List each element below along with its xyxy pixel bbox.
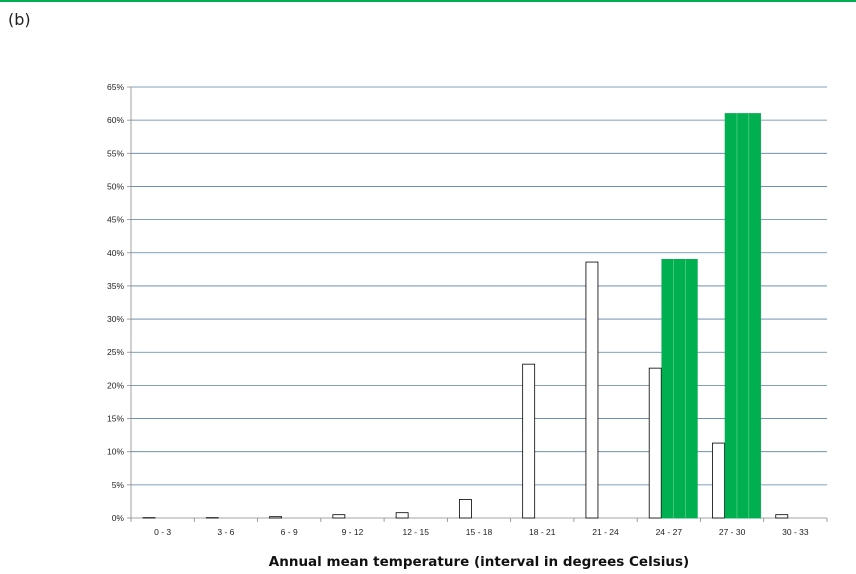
bar-series-1 [522,363,536,519]
y-tick-label: 45% [107,215,124,225]
x-tick-labels: 0 - 3 3 - 6 6 - 9 9 - 12 12 - 15 15 - 18 18 - … [154,527,809,537]
x-axis-title: Annual mean temperature (interval in deg… [269,554,689,570]
x-tick-label: 9 - 12 [342,527,364,537]
bar-series-1 [648,367,662,519]
y-tick-label: 25% [107,347,124,357]
bar-series-1 [395,512,409,519]
y-tick-label: 20% [107,380,124,390]
bar-series-1 [332,514,346,519]
y-tick-labels: 0% 5% 10% 15% 20% 25% 30% 35% 40% 45% 50% 55% 60% 65% [107,82,124,523]
bars [142,113,789,519]
x-tick-label: 0 - 3 [154,527,171,537]
bar-series-2 [724,113,761,519]
y-tick-label: 10% [107,447,124,457]
y-tick-label: 50% [107,181,124,191]
bar-series-2 [661,258,698,519]
y-tick-label: 5% [112,480,125,490]
top-rule [0,0,856,2]
y-tick-label: 55% [107,148,124,158]
x-tick-label: 21 - 24 [592,527,619,537]
x-tick-label: 3 - 6 [217,527,234,537]
bar-series-1 [775,514,789,519]
y-tick-label: 65% [107,82,124,92]
x-tick-label: 12 - 15 [402,527,429,537]
bar-series-1 [585,261,599,519]
y-tick-label: 30% [107,314,124,324]
bar-series-1 [712,442,725,519]
x-tick-label: 27 - 30 [719,527,746,537]
y-tick-label: 60% [107,115,124,125]
bar-series-1 [269,516,282,519]
x-tick-label: 18 - 21 [529,527,556,537]
grid-lines [127,86,828,522]
x-tick-label: 6 - 9 [281,527,298,537]
bar-series-1 [458,499,472,519]
panel-label: (b) [8,10,31,29]
x-tick-label: 30 - 33 [782,527,809,537]
y-tick-label: 40% [107,248,124,258]
x-tick-label: 15 - 18 [466,527,493,537]
y-tick-label: 15% [107,414,124,424]
y-tick-label: 0% [112,513,125,523]
x-tick-label: 24 - 27 [656,527,683,537]
y-tick-label: 35% [107,281,124,291]
